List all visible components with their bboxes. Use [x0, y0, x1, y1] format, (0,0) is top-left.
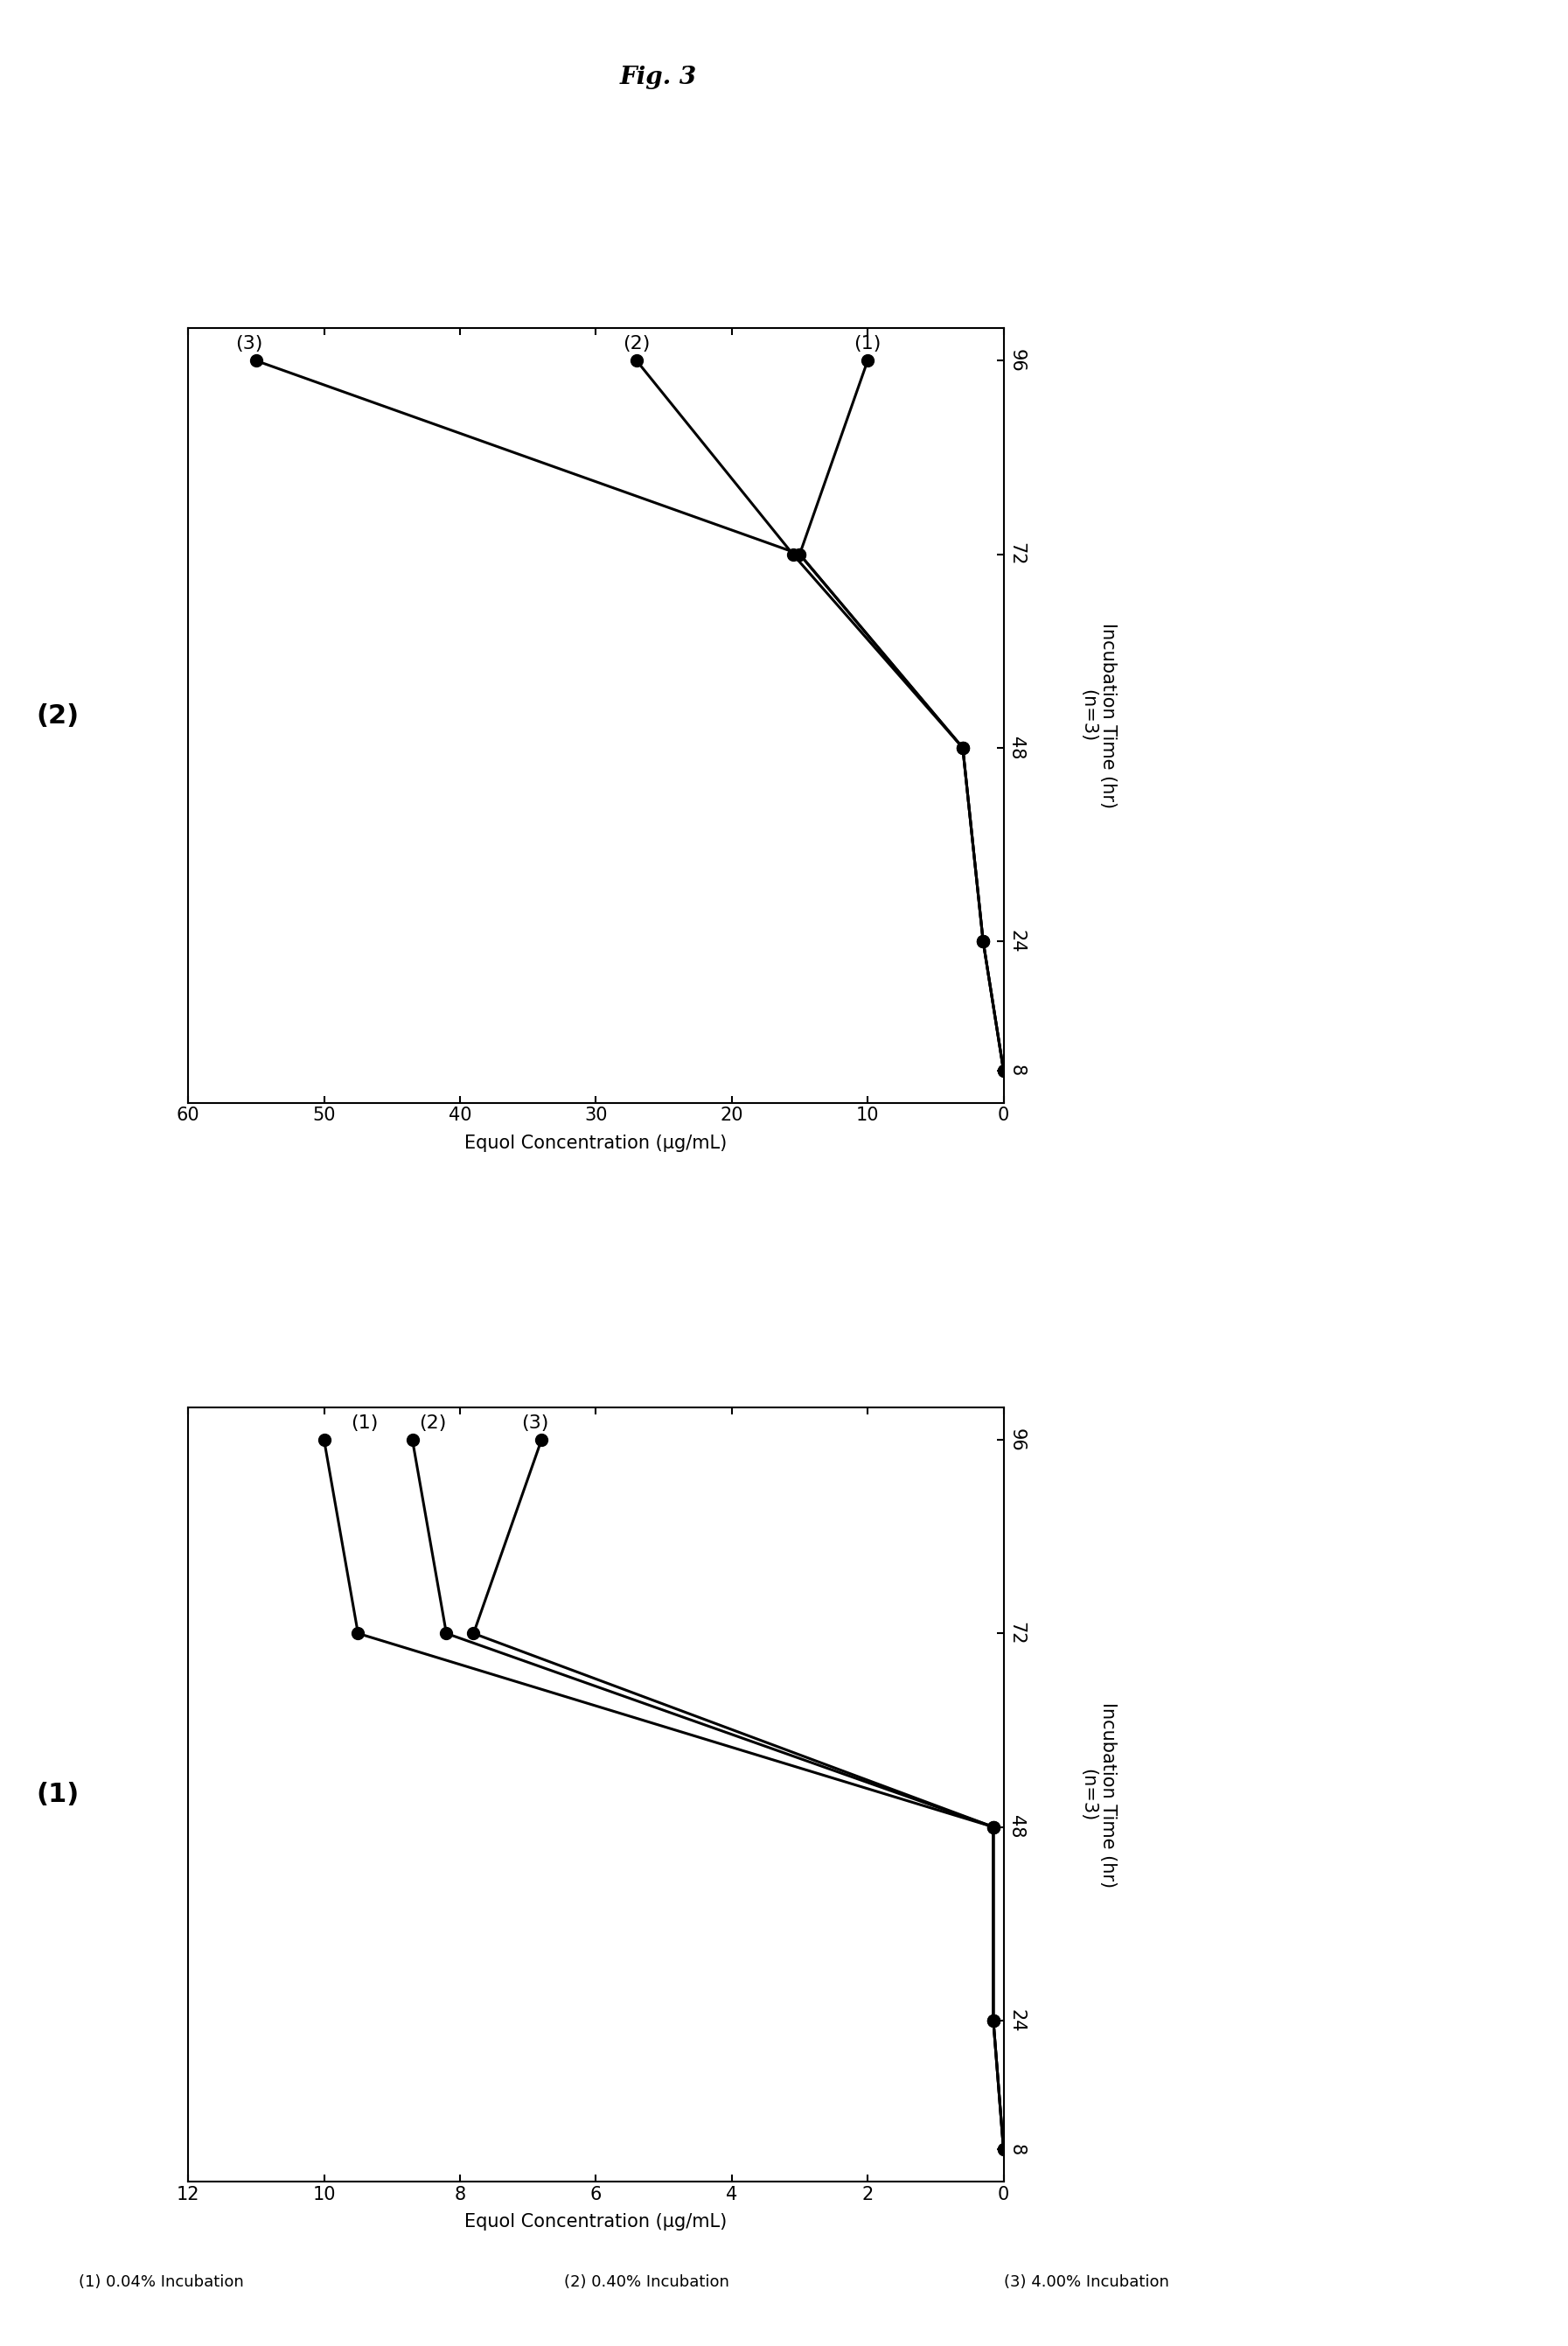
Text: (3) 4.00% Incubation: (3) 4.00% Incubation	[1004, 2273, 1168, 2290]
Text: (2) 0.40% Incubation: (2) 0.40% Incubation	[564, 2273, 729, 2290]
Text: Fig. 3: Fig. 3	[619, 66, 698, 89]
Text: (3): (3)	[235, 335, 263, 352]
X-axis label: Equol Concentration (μg/mL): Equol Concentration (μg/mL)	[464, 1133, 728, 1152]
X-axis label: Equol Concentration (μg/mL): Equol Concentration (μg/mL)	[464, 2212, 728, 2231]
Text: (2): (2)	[36, 704, 78, 727]
Y-axis label: Incubation Time (hr)
(n=3): Incubation Time (hr) (n=3)	[1079, 1701, 1116, 1889]
Y-axis label: Incubation Time (hr)
(n=3): Incubation Time (hr) (n=3)	[1079, 622, 1116, 809]
Text: (1): (1)	[855, 335, 881, 352]
Text: (1) 0.04% Incubation: (1) 0.04% Incubation	[78, 2273, 243, 2290]
Text: (2): (2)	[419, 1415, 447, 1431]
Text: (1): (1)	[351, 1415, 378, 1431]
Text: (2): (2)	[622, 335, 651, 352]
Text: (3): (3)	[521, 1415, 549, 1431]
Text: (1): (1)	[36, 1783, 80, 1806]
